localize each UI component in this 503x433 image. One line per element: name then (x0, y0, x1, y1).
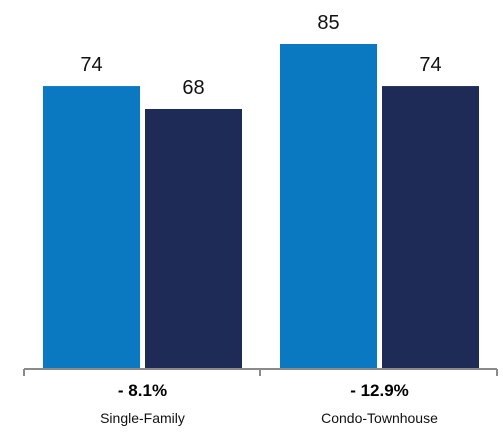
change-percent-label: - 8.1% (118, 381, 167, 400)
bar-single-family-series-1 (43, 86, 140, 369)
bar-condo-townhouse-series-1 (280, 44, 377, 369)
x-axis (23, 368, 498, 376)
data-label: 85 (317, 12, 339, 34)
category-label: Single-Family (100, 410, 185, 426)
value-labels-group: 74 68 85 74 (80, 12, 441, 99)
bar-single-family-series-2 (145, 109, 242, 369)
x-axis-ticks (23, 369, 498, 376)
change-percent-label: - 12.9% (350, 381, 409, 400)
data-label: 68 (182, 77, 204, 99)
bars-group (43, 44, 479, 369)
bar-condo-townhouse-series-2 (382, 86, 479, 369)
category-labels-group: - 8.1% Single-Family - 12.9% Condo-Townhous… (100, 381, 438, 426)
data-label: 74 (80, 54, 102, 76)
data-label: 74 (419, 54, 441, 76)
category-label: Condo-Townhouse (321, 410, 438, 426)
